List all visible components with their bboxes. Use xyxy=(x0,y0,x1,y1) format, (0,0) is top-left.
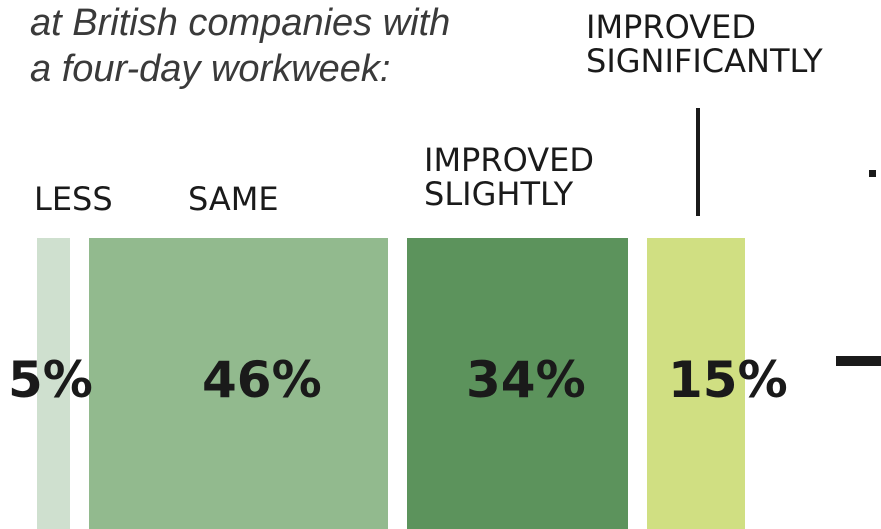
category-label-less-text: LESS xyxy=(34,180,113,218)
category-label-less: LESS xyxy=(34,182,113,216)
category-label-improved-slightly-line-2: SLIGHTLY xyxy=(424,175,574,213)
bar-same xyxy=(89,238,388,529)
category-label-same: SAME xyxy=(188,182,279,216)
value-label-improved-slightly: 34% xyxy=(466,351,586,409)
category-label-improved-significantly-line-1: IMPROVED xyxy=(586,8,756,46)
bar-improved-significantly xyxy=(647,238,745,529)
value-label-less: 5% xyxy=(8,351,93,409)
category-label-improved-slightly-line-1: IMPROVED xyxy=(424,141,594,179)
bar-less xyxy=(37,238,70,529)
bar-improved-slightly xyxy=(407,238,628,529)
value-label-same: 46% xyxy=(202,351,322,409)
intro-text: at British companies with a four-day wor… xyxy=(30,0,450,92)
cropped-mark-dash xyxy=(836,356,881,366)
cropped-mark-dot xyxy=(869,170,876,177)
category-label-same-text: SAME xyxy=(188,180,279,218)
category-label-improved-significantly: IMPROVED SIGNIFICANTLY xyxy=(586,10,823,78)
label-leader-line xyxy=(696,108,700,216)
value-label-improved-significantly: 15% xyxy=(668,351,788,409)
intro-line-1: at British companies with xyxy=(30,2,451,44)
category-label-improved-significantly-line-2: SIGNIFICANTLY xyxy=(586,42,823,80)
intro-line-2: a four-day workweek: xyxy=(30,48,391,90)
category-label-improved-slightly: IMPROVED SLIGHTLY xyxy=(424,143,594,211)
